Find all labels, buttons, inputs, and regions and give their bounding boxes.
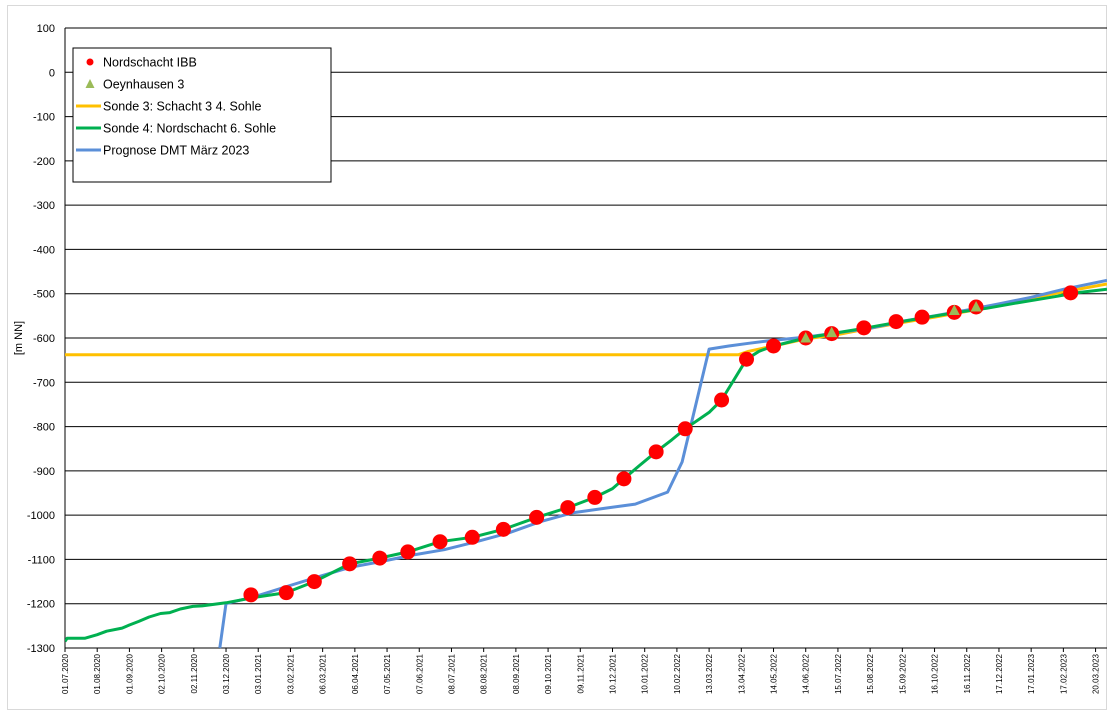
x-tick-label: 14.06.2022	[802, 653, 811, 694]
y-tick-label: -400	[33, 244, 55, 256]
data-point-nordschacht	[464, 529, 480, 545]
data-point-nordschacht	[587, 489, 603, 505]
x-tick-label: 10.01.2022	[641, 653, 650, 694]
data-point-nordschacht	[342, 556, 358, 572]
data-point-oeynhausen	[970, 301, 982, 312]
x-tick-label: 07.06.2021	[415, 653, 424, 694]
data-point-nordschacht	[714, 392, 730, 408]
x-tick-label: 13.03.2022	[705, 653, 714, 694]
x-tick-label: 01.08.2020	[93, 653, 102, 694]
x-tick-label: 15.09.2022	[898, 653, 907, 694]
y-tick-label: -1000	[27, 510, 55, 522]
x-tick-label: 08.08.2021	[480, 653, 489, 694]
x-tick-label: 17.12.2022	[995, 653, 1004, 694]
series-line-prognose-dmt-m-rz-2023	[218, 278, 1107, 649]
y-tick-label: 0	[49, 67, 55, 79]
data-point-oeynhausen	[826, 326, 838, 338]
x-tick-label: 08.09.2021	[512, 653, 521, 694]
data-point-nordschacht	[648, 444, 664, 460]
x-tick-label: 09.11.2021	[576, 653, 585, 693]
legend-marker-triangle	[85, 79, 95, 88]
data-point-nordschacht	[243, 587, 259, 603]
x-tick-label: 02.10.2020	[158, 653, 167, 694]
data-point-oeynhausen	[800, 332, 812, 343]
data-point-nordschacht	[888, 314, 904, 330]
x-tick-label: 01.07.2020	[61, 653, 70, 694]
data-point-nordschacht	[677, 421, 693, 437]
data-point-nordschacht	[616, 471, 632, 487]
y-tick-label: 100	[37, 23, 55, 35]
chart-frame	[7, 5, 1107, 710]
y-tick-label: -700	[33, 377, 55, 389]
legend-label: Prognose DMT März 2023	[103, 144, 249, 158]
x-tick-label: 03.01.2021	[254, 653, 263, 694]
y-tick-label: -500	[33, 289, 55, 301]
data-point-nordschacht	[529, 509, 545, 525]
y-tick-label: -900	[33, 466, 55, 478]
x-tick-label: 10.12.2021	[608, 653, 617, 694]
x-tick-label: 15.08.2022	[866, 653, 875, 694]
x-tick-label: 01.09.2020	[125, 653, 134, 694]
data-point-nordschacht	[306, 574, 322, 590]
data-point-nordschacht	[914, 309, 930, 325]
x-tick-label: 14.05.2022	[770, 653, 779, 694]
data-point-nordschacht	[400, 544, 416, 560]
y-tick-label: -1300	[27, 643, 55, 655]
legend-label: Nordschacht IBB	[103, 56, 197, 70]
y-tick-label: -100	[33, 112, 55, 124]
data-point-nordschacht	[495, 521, 511, 537]
y-tick-label: -1100	[28, 554, 55, 566]
x-tick-label: 10.02.2022	[673, 653, 682, 694]
x-tick-label: 16.11.2022	[963, 653, 972, 693]
data-point-nordschacht	[739, 351, 755, 367]
x-tick-label: 03.12.2020	[222, 653, 231, 694]
x-tick-label: 09.10.2021	[544, 653, 553, 694]
data-point-nordschacht	[372, 550, 388, 566]
x-tick-label: 03.02.2021	[286, 653, 295, 694]
x-tick-label: 15.07.2022	[834, 653, 843, 694]
x-tick-label: 20.03.2023	[1092, 653, 1101, 694]
y-tick-label: -1200	[27, 599, 55, 611]
y-axis-title: [m NN]	[13, 321, 25, 355]
x-tick-label: 08.07.2021	[447, 653, 456, 694]
data-point-nordschacht	[560, 500, 576, 516]
x-tick-label: 06.04.2021	[351, 653, 360, 694]
legend-label: Sonde 4: Nordschacht 6. Sohle	[103, 122, 276, 136]
legend-label: Oeynhausen 3	[103, 78, 184, 92]
series-line-sonde-4-nordschacht-6-sohle	[65, 287, 1107, 643]
data-point-nordschacht	[766, 338, 782, 354]
x-tick-label: 17.02.2023	[1059, 653, 1068, 694]
y-tick-label: -300	[33, 200, 55, 212]
y-tick-label: -600	[33, 333, 55, 345]
legend: Nordschacht IBB Oeynhausen 3 Sonde 3: Scha…	[72, 47, 332, 183]
legend-marker-circle	[86, 58, 94, 66]
x-tick-label: 06.03.2021	[319, 653, 328, 694]
data-point-nordschacht	[432, 534, 448, 550]
y-tick-label: -200	[33, 156, 55, 168]
series-line-sonde-3-schacht-3-4-sohle	[65, 282, 1107, 357]
data-point-nordschacht	[278, 585, 294, 601]
x-tick-label: 07.05.2021	[383, 653, 392, 694]
x-tick-label: 16.10.2022	[931, 653, 940, 694]
y-tick-label: -800	[33, 422, 55, 434]
data-point-oeynhausen	[948, 304, 960, 316]
x-tick-label: 13.04.2022	[737, 653, 746, 694]
legend-label: Sonde 3: Schacht 3 4. Sohle	[103, 100, 261, 114]
data-point-nordschacht	[856, 320, 872, 336]
data-point-nordschacht	[1063, 285, 1079, 301]
x-tick-label: 02.11.2020	[190, 653, 199, 693]
legend-box	[72, 47, 332, 183]
x-tick-label: 17.01.2023	[1027, 653, 1036, 694]
